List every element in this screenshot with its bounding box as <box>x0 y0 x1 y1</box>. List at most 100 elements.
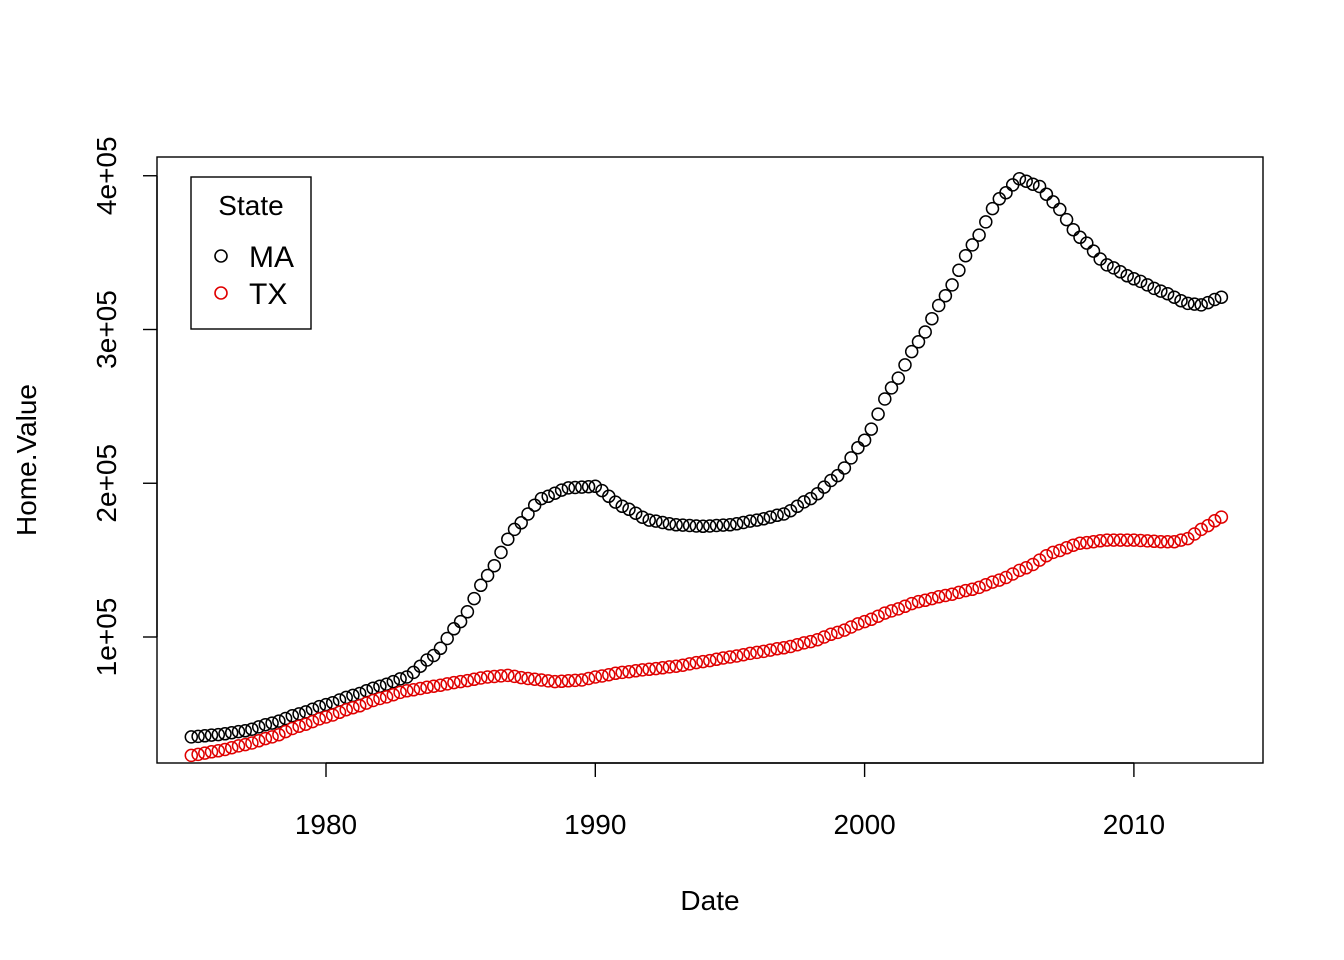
point-ma-35 <box>420 653 434 667</box>
point-ma-112 <box>938 288 953 303</box>
legend-box <box>190 176 312 330</box>
point-ma-139 <box>1120 269 1134 283</box>
point-ma-32 <box>400 670 414 684</box>
point-ma-128 <box>1046 195 1060 209</box>
y-tick-label-400000: 4e+05 <box>91 136 122 215</box>
point-ma-11 <box>258 717 273 732</box>
point-tx-40 <box>453 674 468 689</box>
point-tx-0 <box>184 748 199 763</box>
point-tx-151 <box>1201 518 1215 533</box>
point-ma-137 <box>1106 261 1121 275</box>
point-tx-52 <box>534 673 549 687</box>
point-tx-91 <box>797 636 811 650</box>
point-tx-82 <box>736 647 751 662</box>
point-tx-13 <box>272 727 286 742</box>
point-tx-152 <box>1207 514 1222 528</box>
point-ma-118 <box>979 215 993 229</box>
point-ma-133 <box>1080 236 1094 250</box>
point-tx-73 <box>676 658 690 672</box>
point-tx-106 <box>898 599 912 614</box>
x-tick-label-2010: 2010 <box>1103 809 1165 840</box>
point-tx-122 <box>1005 567 1020 581</box>
point-ma-51 <box>527 498 542 512</box>
point-ma-151 <box>1201 295 1215 310</box>
point-tx-79 <box>716 651 730 665</box>
point-ma-121 <box>999 185 1013 200</box>
point-tx-37 <box>433 678 448 692</box>
point-ma-86 <box>763 510 778 524</box>
point-tx-80 <box>723 650 737 664</box>
point-tx-125 <box>1026 557 1040 572</box>
point-ma-40 <box>453 614 468 629</box>
point-tx-88 <box>777 641 791 655</box>
point-ma-126 <box>1032 179 1047 194</box>
point-ma-153 <box>1214 290 1229 304</box>
point-ma-98 <box>844 451 858 465</box>
point-tx-112 <box>938 588 953 603</box>
x-tick-label-1980: 1980 <box>295 809 357 840</box>
point-tx-15 <box>285 721 300 736</box>
point-tx-101 <box>864 612 879 627</box>
point-ma-131 <box>1066 222 1081 237</box>
point-tx-140 <box>1127 533 1141 547</box>
point-tx-89 <box>783 639 798 654</box>
point-tx-56 <box>561 674 576 688</box>
point-tx-110 <box>925 591 939 606</box>
series-ma <box>184 172 1229 744</box>
point-ma-58 <box>575 480 589 494</box>
point-ma-119 <box>985 201 1000 216</box>
point-tx-150 <box>1194 522 1208 537</box>
point-tx-138 <box>1113 533 1128 547</box>
point-tx-71 <box>662 660 677 674</box>
point-ma-79 <box>716 518 730 532</box>
point-tx-26 <box>359 696 374 710</box>
point-ma-147 <box>1174 293 1188 308</box>
point-tx-20 <box>319 710 333 724</box>
point-ma-144 <box>1154 284 1168 298</box>
point-ma-136 <box>1100 258 1114 272</box>
point-ma-10 <box>251 720 266 734</box>
point-tx-47 <box>501 668 515 683</box>
point-ma-46 <box>494 545 508 560</box>
point-tx-1 <box>191 747 205 762</box>
point-tx-111 <box>931 590 946 604</box>
point-ma-42 <box>467 591 481 606</box>
point-tx-148 <box>1181 531 1195 546</box>
point-ma-101 <box>864 422 879 436</box>
legend-marker-tx <box>214 286 228 300</box>
point-tx-51 <box>527 672 542 686</box>
point-tx-94 <box>817 630 831 644</box>
point-ma-29 <box>379 677 394 691</box>
point-tx-5 <box>218 742 232 757</box>
point-tx-92 <box>803 634 818 649</box>
point-ma-52 <box>534 491 549 506</box>
point-ma-63 <box>608 495 623 509</box>
point-ma-78 <box>709 518 724 533</box>
point-ma-94 <box>817 480 831 494</box>
point-tx-29 <box>379 690 394 704</box>
point-tx-36 <box>426 679 441 693</box>
point-ma-2 <box>198 729 212 743</box>
point-ma-149 <box>1187 297 1202 311</box>
point-ma-109 <box>918 325 932 339</box>
point-tx-63 <box>608 666 623 681</box>
point-ma-152 <box>1207 292 1222 307</box>
point-tx-39 <box>447 675 461 690</box>
point-tx-61 <box>595 669 609 683</box>
point-ma-36 <box>426 648 441 663</box>
point-tx-114 <box>952 585 966 600</box>
point-tx-69 <box>649 661 663 676</box>
point-tx-67 <box>635 663 650 677</box>
point-tx-84 <box>750 645 764 660</box>
point-tx-85 <box>756 644 771 659</box>
point-ma-111 <box>931 298 946 313</box>
point-tx-7 <box>231 739 246 753</box>
y-axis: 1e+05 2e+05 3e+05 4e+05 <box>91 136 158 676</box>
point-tx-22 <box>332 705 347 720</box>
point-ma-59 <box>581 479 596 494</box>
point-tx-4 <box>211 744 226 758</box>
point-ma-87 <box>770 508 784 523</box>
point-tx-105 <box>891 602 906 616</box>
point-ma-138 <box>1113 265 1128 279</box>
point-ma-3 <box>204 728 219 742</box>
